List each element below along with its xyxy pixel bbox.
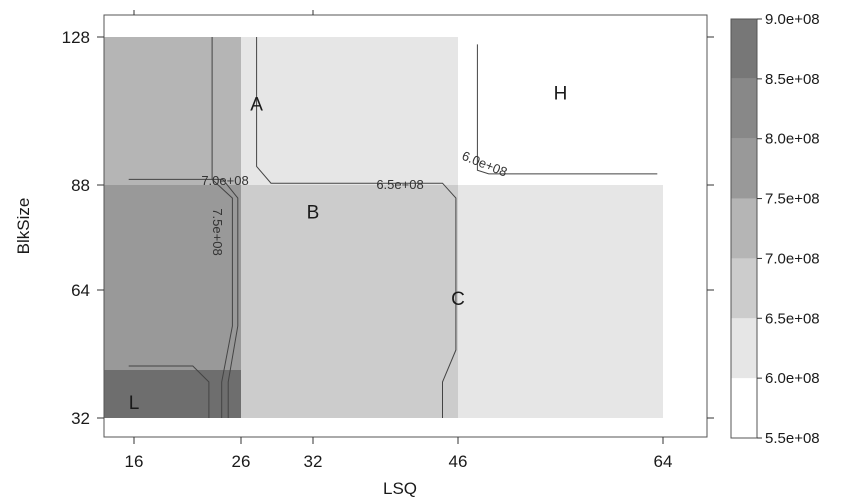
contour-line [211, 37, 233, 418]
contour-line [128, 178, 239, 418]
region-label: A [250, 95, 263, 116]
plot-regions [104, 37, 663, 418]
legend-color-band [731, 19, 757, 79]
legend-tick-label: 6.5e+08 [765, 310, 820, 327]
legend-color-band [731, 78, 757, 139]
legend-tick-label: 5.5e+08 [765, 430, 820, 447]
y-tick-label: 128 [62, 28, 90, 47]
y-tick-label: 88 [71, 176, 90, 195]
contour-level-label: 7.5e+08 [210, 208, 225, 255]
legend: 5.5e+08 6.0e+08 6.5e+08 7.0e+08 7.5e+08 8.0e+… [730, 11, 820, 447]
y-axis-title: BlkSize [14, 198, 33, 255]
region-rect [104, 37, 241, 185]
region-rect [458, 37, 663, 185]
legend-tick-label: 7.5e+08 [765, 191, 820, 208]
legend-tick-label: 6.0e+08 [765, 370, 820, 387]
x-tick-label: 46 [449, 452, 468, 471]
legend-tick-label: 8.0e+08 [765, 131, 820, 148]
region-labels: L A B H C [129, 84, 568, 415]
x-tick-label: 16 [125, 452, 144, 471]
x-tick-label: 64 [654, 452, 673, 471]
legend-color-band [731, 198, 757, 259]
legend-color-band [731, 378, 757, 438]
region-label: C [451, 289, 465, 310]
legend-tick-label: 9.0e+08 [765, 11, 820, 28]
contour-line [256, 37, 457, 418]
region-label: L [129, 393, 140, 414]
y-tick-label: 64 [71, 281, 90, 300]
contour-level-label: 7.0e+08 [201, 173, 248, 188]
y-tick-label: 32 [71, 409, 90, 428]
contour-line [128, 365, 210, 418]
plot-frame [103, 14, 708, 438]
axis-ticks: 16 26 32 46 64 32 64 88 128 [62, 10, 714, 471]
x-axis-title: LSQ [383, 479, 417, 498]
contour-level-label: 6.5e+08 [376, 177, 423, 192]
region-rect [241, 37, 458, 185]
region-label: B [307, 202, 320, 223]
legend-tick-label: 7.0e+08 [765, 250, 820, 267]
legend-frame [730, 18, 758, 439]
legend-color-band [731, 318, 757, 379]
region-rect [104, 370, 241, 418]
contour-line [476, 44, 658, 175]
legend-tick-label: 8.5e+08 [765, 71, 820, 88]
legend-color-band [731, 138, 757, 199]
x-tick-label: 26 [232, 452, 251, 471]
plot-contours [128, 37, 658, 418]
x-tick-label: 32 [304, 452, 323, 471]
region-rect [241, 185, 458, 418]
region-label: H [554, 84, 568, 105]
region-rect [104, 185, 241, 370]
region-rect [458, 185, 663, 418]
legend-color-band [731, 258, 757, 319]
